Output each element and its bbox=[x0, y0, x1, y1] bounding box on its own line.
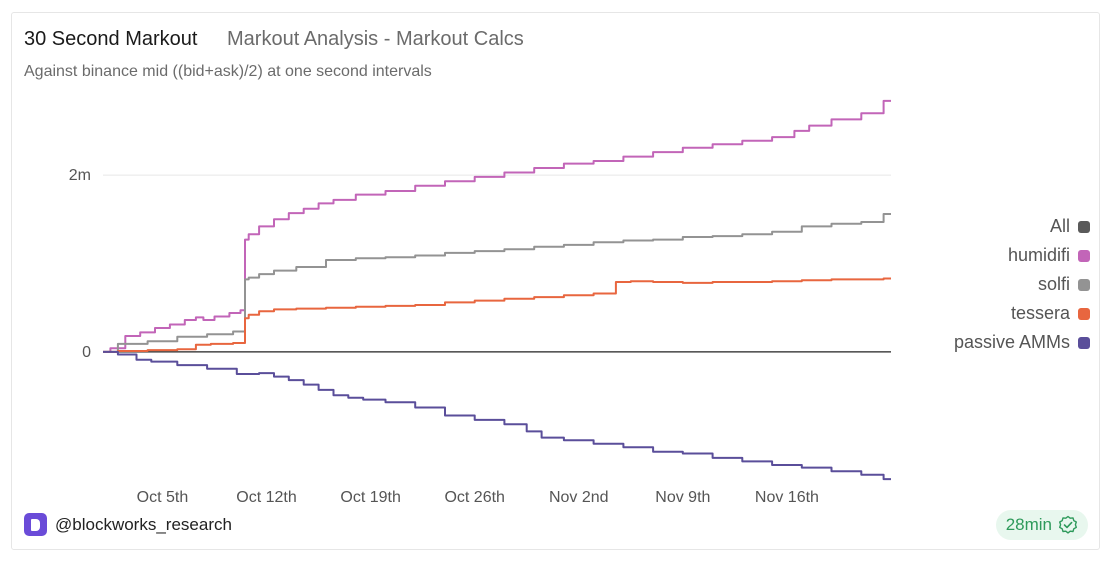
legend-item-solfi[interactable]: solfi bbox=[954, 270, 1090, 299]
legend-item-humidifi[interactable]: humidifi bbox=[954, 241, 1090, 270]
y-tick-label: 2m bbox=[69, 167, 91, 184]
legend-swatch-all bbox=[1078, 220, 1090, 233]
chart-card bbox=[11, 12, 1100, 550]
x-tick-label: Nov 16th bbox=[755, 489, 819, 506]
chart-description: Against binance mid ((bid+ask)/2) at one… bbox=[24, 63, 432, 80]
x-tick-label: Oct 12th bbox=[236, 489, 296, 506]
blockworks-logo-icon bbox=[24, 513, 47, 536]
legend-item-all[interactable]: All bbox=[954, 212, 1090, 241]
series-line-passive-amms bbox=[103, 350, 891, 481]
legend-label-tessera: tessera bbox=[1010, 303, 1070, 323]
legend-label-passive-amms: passive AMMs bbox=[953, 332, 1070, 352]
legend-swatch-passive-amms bbox=[1078, 336, 1090, 349]
series-line-tessera bbox=[103, 277, 891, 353]
legend-swatch-tessera bbox=[1078, 307, 1090, 320]
x-tick-label: Oct 26th bbox=[444, 489, 504, 506]
legend-label-all: All bbox=[1049, 216, 1070, 236]
x-tick-label: Nov 2nd bbox=[549, 489, 609, 506]
chart-subtitle[interactable]: Markout Analysis - Markout Calcs bbox=[227, 28, 524, 50]
legend-label-solfi: solfi bbox=[1037, 274, 1070, 294]
chart-title: 30 Second Markout bbox=[24, 28, 198, 50]
x-tick-label: Oct 19th bbox=[340, 489, 400, 506]
legend: All humidifi solfi tessera passive AMMs bbox=[954, 212, 1090, 357]
footer-attribution[interactable]: @blockworks_research bbox=[24, 513, 232, 536]
attribution-handle: @blockworks_research bbox=[55, 514, 232, 534]
legend-swatch-solfi bbox=[1078, 278, 1090, 291]
legend-swatch-humidifi bbox=[1078, 249, 1090, 262]
legend-item-passive-amms[interactable]: passive AMMs bbox=[954, 328, 1090, 357]
y-tick-label: 0 bbox=[82, 344, 91, 361]
refresh-badge[interactable]: 28min bbox=[995, 510, 1088, 540]
legend-label-humidifi: humidifi bbox=[1007, 245, 1070, 265]
series-line-solfi bbox=[103, 213, 891, 353]
legend-item-tessera[interactable]: tessera bbox=[954, 299, 1090, 328]
refresh-badge-label: 28min bbox=[1005, 515, 1052, 534]
verified-check-icon bbox=[1059, 515, 1077, 534]
x-tick-label: Oct 5th bbox=[137, 489, 189, 506]
series-line-humidifi bbox=[103, 99, 891, 353]
x-tick-label: Nov 9th bbox=[655, 489, 710, 506]
